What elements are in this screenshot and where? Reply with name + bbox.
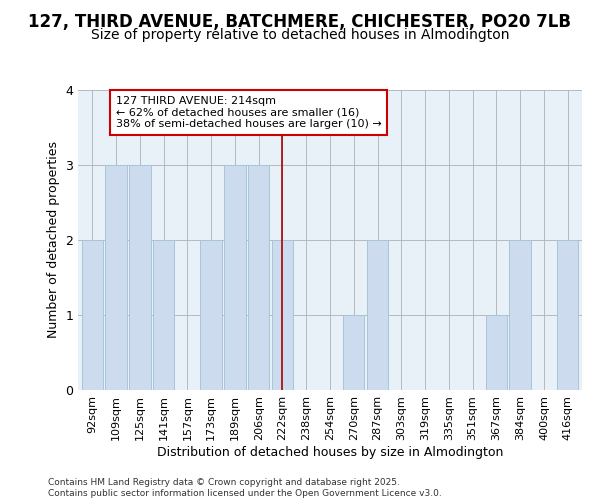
Y-axis label: Number of detached properties: Number of detached properties (47, 142, 59, 338)
Text: 127, THIRD AVENUE, BATCHMERE, CHICHESTER, PO20 7LB: 127, THIRD AVENUE, BATCHMERE, CHICHESTER… (29, 12, 571, 30)
Bar (557, 240, 578, 390)
Bar (106, 165, 127, 390)
Bar (486, 315, 507, 390)
Bar (248, 165, 269, 390)
Bar (272, 240, 293, 390)
Bar (509, 240, 531, 390)
Bar (129, 165, 151, 390)
Text: Contains HM Land Registry data © Crown copyright and database right 2025.
Contai: Contains HM Land Registry data © Crown c… (48, 478, 442, 498)
Text: 127 THIRD AVENUE: 214sqm
← 62% of detached houses are smaller (16)
38% of semi-d: 127 THIRD AVENUE: 214sqm ← 62% of detach… (116, 96, 382, 129)
Bar (153, 240, 174, 390)
Bar (200, 240, 222, 390)
Bar (367, 240, 388, 390)
Bar (82, 240, 103, 390)
X-axis label: Distribution of detached houses by size in Almodington: Distribution of detached houses by size … (157, 446, 503, 458)
Bar (224, 165, 245, 390)
Bar (343, 315, 364, 390)
Text: Size of property relative to detached houses in Almodington: Size of property relative to detached ho… (91, 28, 509, 42)
